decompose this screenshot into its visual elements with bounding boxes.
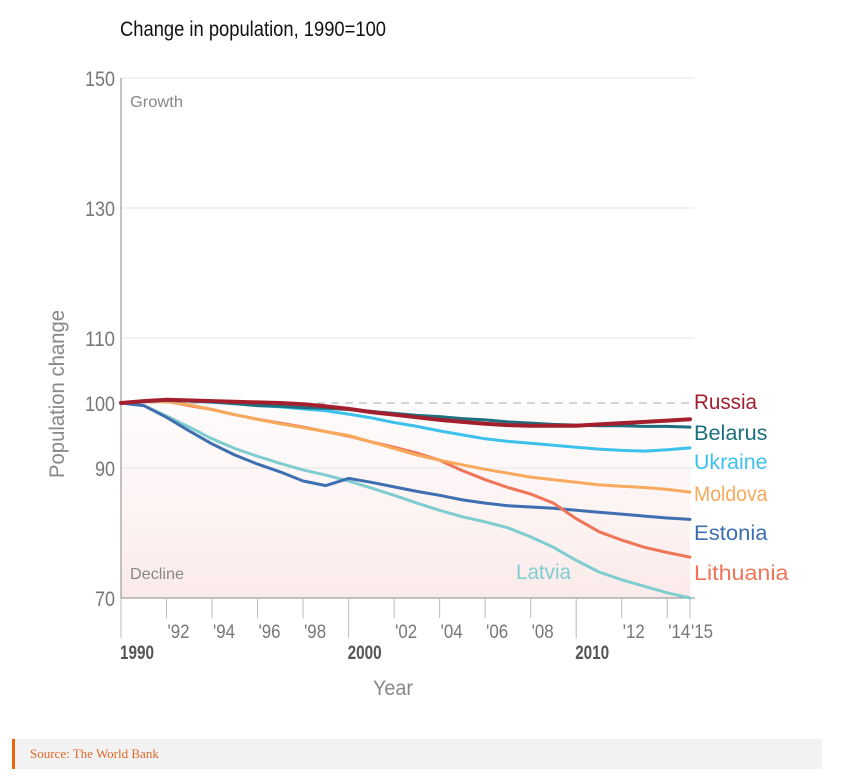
- x-tick-label: 2010: [575, 643, 609, 664]
- series-label-moldova: Moldova: [694, 483, 768, 506]
- series-label-latvia: Latvia: [516, 561, 571, 584]
- x-tick-label: '98: [304, 622, 326, 643]
- x-tick-label: 2000: [348, 643, 382, 664]
- y-tick-label: 110: [85, 328, 115, 351]
- x-tick-label: '14: [668, 622, 690, 643]
- x-tick-label: '12: [623, 622, 645, 643]
- y-tick-label: 90: [95, 458, 115, 481]
- decline-annotation: Decline: [130, 566, 184, 583]
- x-tick-label: '15: [691, 622, 713, 643]
- series-label-estonia: Estonia: [694, 522, 768, 545]
- x-tick-label: 1990: [120, 643, 154, 664]
- source-note: Source: The World Bank: [12, 739, 822, 769]
- x-tick-label: '94: [213, 622, 235, 643]
- y-axis-label: Population change: [46, 310, 69, 478]
- series-label-russia: Russia: [694, 391, 757, 414]
- series-label-ukraine: Ukraine: [694, 451, 768, 474]
- x-tick-label: '92: [168, 622, 190, 643]
- series-label-belarus: Belarus: [694, 422, 768, 445]
- x-tick-label: '04: [441, 622, 463, 643]
- x-axis-label: Year: [373, 677, 413, 700]
- x-tick-label: '96: [259, 622, 281, 643]
- series-line-moldova: [119, 400, 692, 494]
- series-line-estonia: [119, 401, 692, 521]
- y-tick-label: 130: [85, 198, 115, 221]
- x-tick-label: '08: [532, 622, 554, 643]
- population-chart: Change in population, 1990=100 70 90 100 11…: [46, 18, 789, 700]
- x-tick-label: '02: [395, 622, 417, 643]
- chart-title: Change in population, 1990=100: [120, 18, 386, 41]
- x-tick-label: '06: [486, 622, 508, 643]
- series-line-latvia: [119, 401, 692, 600]
- source-text: Source: The World Bank: [30, 746, 159, 761]
- y-tick-label: 70: [95, 588, 115, 611]
- series-label-lithuania: Lithuania: [694, 562, 789, 585]
- y-tick-label: 150: [85, 68, 115, 91]
- y-tick-label: 100: [85, 393, 115, 416]
- growth-annotation: Growth: [130, 94, 183, 111]
- series-line-russia: [119, 397, 692, 428]
